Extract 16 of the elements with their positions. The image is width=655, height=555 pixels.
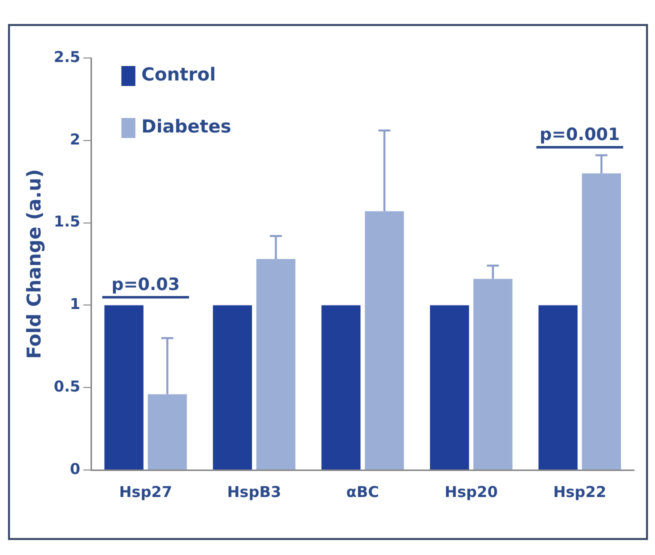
annotation: p=0.03 [111,275,180,296]
x-tick-label: Hsp27 [119,482,172,501]
y-tick-label: 0.5 [54,377,80,396]
y-tick-label: 2 [70,130,80,148]
x-tick-label: HspB3 [227,482,282,501]
legend-label: Diabetes [141,116,232,138]
x-tick-label: Hsp22 [553,482,606,501]
x-tick-label: Hsp20 [444,482,498,501]
y-tick-label: 0 [70,460,80,478]
legend-label: Control [141,64,216,86]
y-tick-label: 2.5 [54,48,80,66]
x-tick-label: αBC [346,482,380,501]
y-tick-label: 1.5 [54,212,80,231]
y-axis-title: Fold Change (a.u) [23,169,46,359]
y-tick-label: 1 [70,295,80,314]
annotation: p=0.001 [540,125,620,146]
